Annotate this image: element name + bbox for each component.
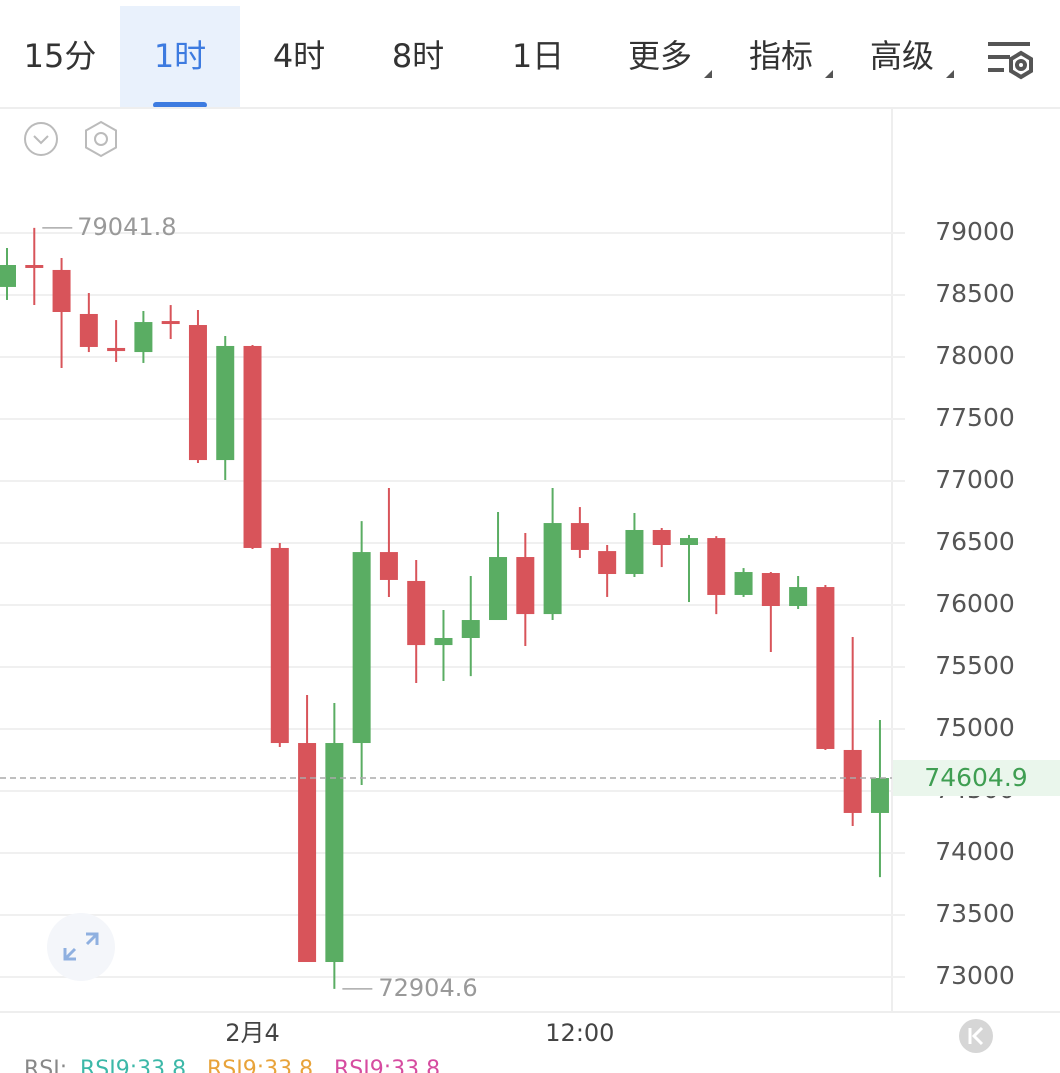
tab[interactable]: 1日 [512, 37, 564, 75]
selected-tab-indicator [153, 102, 207, 108]
candle-body [52, 269, 71, 312]
candle-body [734, 572, 753, 595]
candle-body [789, 587, 808, 607]
x-tick-label: 12:00 [545, 1019, 614, 1047]
settings-hex-icon[interactable] [85, 120, 117, 158]
candle-body [543, 523, 562, 615]
candle-body [325, 743, 344, 963]
settings-icon[interactable] [988, 42, 1033, 80]
last-price-label: 74604.9 [924, 763, 1027, 792]
y-tick-label: 73500 [935, 899, 1015, 928]
y-tick-label: 75000 [935, 713, 1015, 742]
candle-body [680, 538, 698, 545]
scroll-latest-button[interactable] [959, 1019, 993, 1053]
candle-body [134, 322, 153, 353]
candle-body [489, 557, 508, 621]
candle-body [379, 552, 398, 580]
fullscreen-button[interactable] [47, 913, 115, 981]
candle-body [570, 523, 589, 550]
candle-body [161, 321, 180, 325]
candle-body [625, 529, 644, 575]
candle-body [107, 347, 126, 352]
dropdown-caret [704, 70, 712, 78]
indicator-value: RSI9:33.8 [80, 1057, 186, 1073]
y-tick-label: 74000 [935, 837, 1015, 866]
max-label: 79041.8 [77, 213, 176, 241]
candle-body [843, 749, 862, 813]
timeframe-tabs: 15分 1时 4时 8时 1日 更多 指标 高级 [24, 6, 954, 108]
tab[interactable]: 指标 [749, 37, 813, 75]
y-tick-label: 73000 [935, 961, 1015, 990]
tab[interactable]: 4时 [273, 37, 325, 75]
candle-body [298, 743, 317, 963]
candle-body [816, 587, 835, 749]
y-tick-label: 79000 [935, 217, 1015, 246]
candle-body [216, 345, 235, 461]
x-tick-label: 2月4 [225, 1019, 280, 1047]
candle-body [270, 547, 289, 744]
candle-body [25, 265, 44, 268]
tab[interactable]: 1时 [154, 37, 206, 75]
last-price-box [893, 760, 1060, 797]
dropdown-caret [946, 70, 954, 78]
indicator-value: RSI9:33.8 [207, 1057, 313, 1073]
candle-body [598, 551, 617, 575]
candle-body [516, 557, 535, 615]
dropdown-caret [825, 70, 833, 78]
candle-body [407, 580, 426, 646]
min-label: 72904.6 [378, 974, 477, 1002]
candle-body [707, 538, 726, 595]
candle-body [761, 573, 780, 607]
y-tick-label: 77000 [935, 465, 1015, 494]
y-tick-label: 75500 [935, 651, 1015, 680]
y-tick-label: 78000 [935, 341, 1015, 370]
candle-body [79, 313, 98, 347]
indicator-value: RSI9:33.8 [334, 1057, 440, 1073]
tab[interactable]: 高级 [870, 37, 934, 75]
y-tick-label: 76000 [935, 589, 1015, 618]
selected-tab-bg [120, 6, 240, 108]
candle-body [870, 778, 889, 813]
candle-body [461, 620, 480, 638]
indicator-label: RSI: [24, 1057, 67, 1073]
tab[interactable]: 8时 [392, 37, 444, 75]
y-tick-label: 78500 [935, 279, 1015, 308]
indicator-row: RSI: RSI9:33.8 RSI9:33.8 RSI9:33.8 [24, 1057, 440, 1073]
candle-body [0, 265, 16, 287]
y-tick-label: 77500 [935, 403, 1015, 432]
plot: 7300073500740007450075000755007600076500… [0, 213, 1060, 1047]
tab[interactable]: 更多 [628, 37, 692, 75]
y-tick-label: 76500 [935, 527, 1015, 556]
candle-body [188, 325, 207, 461]
tab[interactable]: 15分 [24, 37, 97, 75]
candle-body [352, 552, 371, 744]
collapse-icon[interactable] [24, 122, 58, 156]
candle-body [434, 637, 453, 646]
candle-body [652, 529, 671, 545]
candle-body [243, 345, 262, 548]
